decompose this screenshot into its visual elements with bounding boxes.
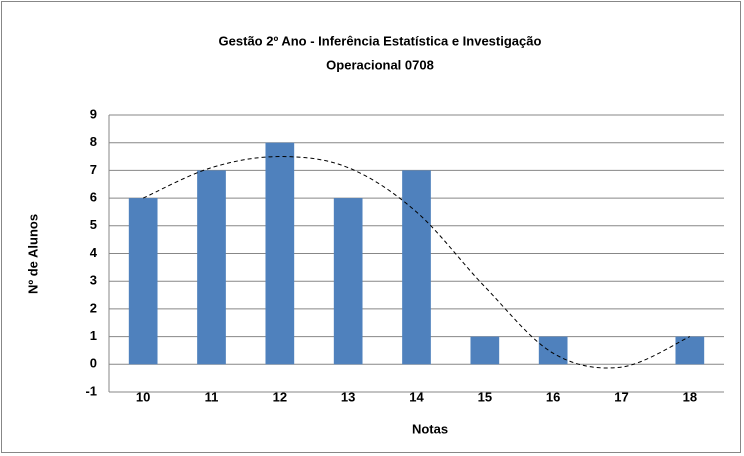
x-tick-label: 13 xyxy=(341,389,355,404)
y-tick-label: 7 xyxy=(90,162,97,177)
y-tick-label: 6 xyxy=(90,190,97,205)
bar xyxy=(538,336,568,365)
y-tick-label: 9 xyxy=(90,106,97,121)
x-tick-label: 14 xyxy=(409,389,424,404)
x-tick-label: 12 xyxy=(273,389,287,404)
y-tick-label: 3 xyxy=(90,273,97,288)
chart-title: Operacional 0708 xyxy=(326,57,434,72)
trendline xyxy=(142,156,691,369)
y-tick-label: -1 xyxy=(85,383,97,398)
x-tick-label: 15 xyxy=(478,389,492,404)
x-axis-label: Notas xyxy=(412,421,448,436)
bar xyxy=(470,336,500,365)
chart-title: Gestão 2º Ano - Inferência Estatística e… xyxy=(219,33,542,48)
bar xyxy=(675,336,705,365)
y-tick-label: 2 xyxy=(90,300,97,315)
x-tick-label: 16 xyxy=(546,389,560,404)
bar xyxy=(333,198,363,365)
bar xyxy=(197,170,226,365)
x-tick-label: 17 xyxy=(614,389,628,404)
x-tick-label: 11 xyxy=(205,389,219,404)
y-tick-label: 1 xyxy=(90,328,97,343)
bar xyxy=(265,142,295,365)
y-tick-label: 0 xyxy=(90,356,97,371)
bar xyxy=(402,170,431,365)
bar xyxy=(128,198,158,365)
y-axis-label: Nº de Alunos xyxy=(25,214,40,294)
x-tick-label: 10 xyxy=(136,389,150,404)
y-tick-label: 4 xyxy=(90,245,98,260)
y-tick-label: 5 xyxy=(90,217,97,232)
x-tick-label: 18 xyxy=(683,389,697,404)
y-tick-label: 8 xyxy=(90,134,97,149)
